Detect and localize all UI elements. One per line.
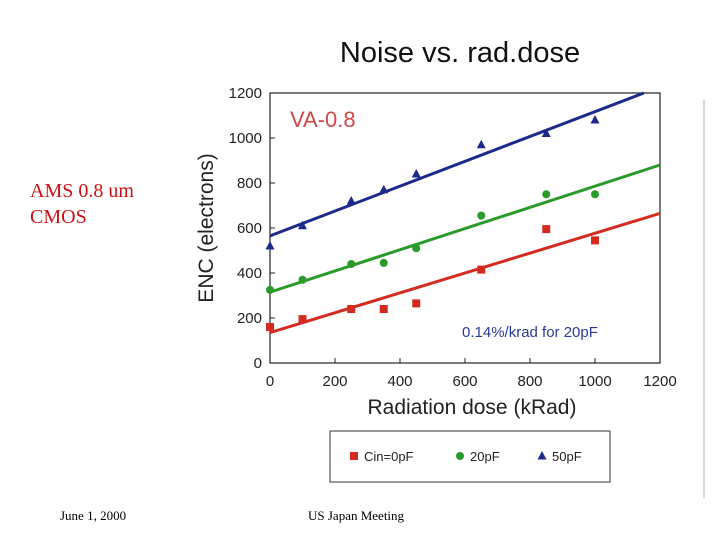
data-point-50pf <box>590 115 600 124</box>
data-point-cin-0pf <box>266 323 274 331</box>
data-point-50pf <box>411 169 421 178</box>
model-annotation: VA-0.8 <box>290 107 356 132</box>
data-point-50pf <box>541 128 551 137</box>
data-point-50pf <box>346 196 356 205</box>
y-axis-label: ENC (electrons) <box>195 153 218 302</box>
fit-line-cin-0pf <box>269 211 661 335</box>
data-point-cin-0pf <box>347 305 356 313</box>
y-tick-label: 200 <box>237 310 262 327</box>
y-tick-label: 1000 <box>229 130 262 147</box>
x-tick-label: 1200 <box>643 373 676 390</box>
legend-marker-cin-0pf <box>350 452 358 460</box>
data-point-20pf <box>477 211 486 220</box>
data-point-20pf <box>591 190 599 199</box>
data-point-cin-0pf <box>591 236 599 245</box>
y-tick-label: 800 <box>237 175 262 192</box>
x-tick-label: 400 <box>387 373 412 390</box>
x-tick-label: 1000 <box>578 373 611 390</box>
data-point-20pf <box>266 285 274 294</box>
x-tick-label: 0 <box>266 373 274 390</box>
x-tick-label: 600 <box>452 373 477 390</box>
legend-label-50pf: 50pF <box>552 449 582 464</box>
footer-meeting: US Japan Meeting <box>308 508 405 523</box>
legend-label-cin-0pf: Cin=0pF <box>364 449 414 464</box>
data-point-20pf <box>542 190 551 199</box>
data-point-cin-0pf <box>298 315 307 324</box>
data-point-20pf <box>412 244 421 253</box>
data-point-50pf <box>379 184 389 194</box>
legend: Cin=0pF 20pF 50pF <box>350 449 582 464</box>
data-point-50pf <box>265 241 275 250</box>
x-tick-label: 200 <box>322 373 347 390</box>
y-tick-label: 0 <box>254 355 262 372</box>
data-point-20pf <box>347 260 356 268</box>
slide-left-label: AMS 0.8 um CMOS <box>30 180 134 228</box>
x-axis-label: Radiation dose (kRad) <box>368 396 577 419</box>
slope-annotation: 0.14%/krad for 20pF <box>462 324 598 341</box>
data-point-cin-0pf <box>379 305 388 313</box>
legend-label-20pf: 20pF <box>470 449 500 464</box>
fit-line-50pf <box>269 91 645 238</box>
slide-edge-rule <box>703 100 705 498</box>
data-point-cin-0pf <box>477 265 486 274</box>
legend-box <box>329 430 611 483</box>
y-tick-label: 1200 <box>229 85 262 102</box>
chart-title: Noise vs. rad.dose <box>340 37 580 69</box>
footer-date: June 1, 2000 <box>60 508 127 523</box>
data-points <box>265 115 600 331</box>
data-point-cin-0pf <box>412 299 421 308</box>
data-point-20pf <box>379 258 388 267</box>
y-tick-label: 600 <box>237 220 262 237</box>
y-tick-label: 400 <box>237 265 262 282</box>
data-point-20pf <box>298 275 307 284</box>
legend-marker-50pf <box>537 451 547 460</box>
x-tick-label: 800 <box>517 373 542 390</box>
data-point-50pf <box>298 220 307 230</box>
axis-ticks: 0 200 400 600 800 1000 1200 0 200 400 600 800 1000 12… <box>229 85 677 390</box>
fit-line-20pf <box>269 163 661 294</box>
data-point-cin-0pf <box>542 225 551 234</box>
fit-lines <box>269 91 661 335</box>
legend-marker-20pf <box>456 452 464 460</box>
data-point-50pf <box>476 139 486 149</box>
